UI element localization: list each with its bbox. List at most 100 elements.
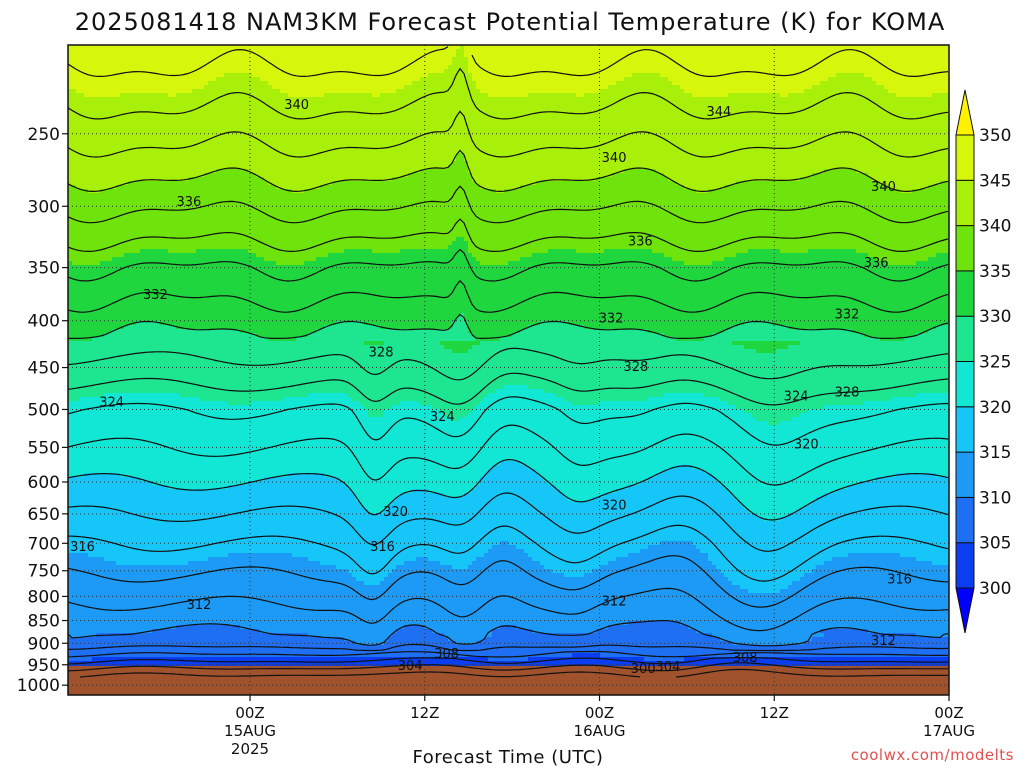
y-tick-label: 300 — [28, 197, 60, 217]
colorbar-label: 345 — [979, 171, 1011, 191]
y-tick-label: 500 — [28, 400, 60, 420]
x-tick-label: 12Z — [410, 704, 439, 722]
contour-label: 316 — [885, 571, 913, 588]
x-tick-label: 00Z — [585, 704, 614, 722]
y-tick-label: 350 — [28, 259, 60, 279]
y-tick-label: 1000 — [17, 676, 60, 696]
colorbar-cap-top — [956, 90, 974, 135]
contour-label: 332 — [833, 306, 861, 323]
contour-label-text: 332 — [599, 312, 624, 327]
contour-label: 336 — [626, 233, 654, 250]
colorbar-swatch — [956, 407, 974, 452]
colorbar-label: 305 — [979, 534, 1011, 554]
contour-label-text: 312 — [871, 634, 896, 649]
contour-label-text: 340 — [284, 98, 309, 113]
contour-label: 316 — [69, 538, 97, 555]
contour-label-text: 316 — [887, 573, 912, 588]
cross-section-chart: 2025081418 NAM3KM Forecast Potential Tem… — [0, 0, 1024, 768]
colorbar-label: 310 — [979, 488, 1011, 508]
contour-label: 304 — [654, 658, 682, 675]
colorbar-swatch — [956, 271, 974, 316]
contour-label: 320 — [382, 503, 410, 520]
x-tick-label: 16AUG — [574, 722, 626, 740]
contour-label-text: 308 — [434, 647, 459, 662]
contour-label: 336 — [175, 193, 203, 210]
contour-label: 344 — [705, 103, 733, 120]
y-tick-label: 750 — [28, 562, 60, 582]
contour-label: 340 — [283, 96, 311, 113]
contour-label-text: 324 — [430, 410, 455, 425]
contour-label-text: 340 — [602, 151, 627, 166]
contour-label: 332 — [597, 310, 625, 327]
y-tick-label: 650 — [28, 505, 60, 525]
contour-label-text: 308 — [733, 651, 758, 666]
y-tick-label: 800 — [28, 587, 60, 607]
colorbar-swatch — [956, 180, 974, 225]
y-tick-label: 600 — [28, 473, 60, 493]
contour-label: 332 — [141, 286, 169, 303]
contour-label-text: 336 — [628, 235, 653, 250]
contour-label-text: 312 — [187, 598, 212, 613]
contour-label: 324 — [98, 393, 126, 410]
y-tick-label: 550 — [28, 438, 60, 458]
colorbar-label: 300 — [979, 579, 1011, 599]
chart-title: 2025081418 NAM3KM Forecast Potential Tem… — [75, 8, 946, 36]
contour-label-text: 316 — [370, 540, 395, 555]
contour-label-text: 344 — [707, 105, 732, 120]
contour-label: 312 — [185, 596, 213, 613]
x-axis-label: Forecast Time (UTC) — [413, 747, 604, 768]
colorbar-swatch — [956, 543, 974, 588]
y-tick-label: 950 — [28, 656, 60, 676]
contour-label: 328 — [833, 384, 861, 401]
y-tick-label: 450 — [28, 359, 60, 379]
contour-label: 320 — [600, 497, 628, 514]
colorbar-label: 315 — [979, 443, 1011, 463]
contour-label-text: 324 — [99, 395, 124, 410]
contour-label: 312 — [869, 632, 897, 649]
contour-label-text: 328 — [369, 345, 394, 360]
contour-label-text: 336 — [864, 256, 889, 271]
contour-label-text: 320 — [383, 505, 408, 520]
contour-label: 308 — [433, 645, 461, 662]
y-tick-label: 250 — [28, 125, 60, 145]
colorbar-label: 340 — [979, 217, 1011, 237]
colorbar-swatch — [956, 497, 974, 542]
colorbar-swatch — [956, 316, 974, 361]
contour-label-text: 340 — [871, 180, 896, 195]
colorbar-label: 320 — [979, 398, 1011, 418]
contour-label-text: 324 — [784, 390, 809, 405]
contour-label: 328 — [367, 343, 395, 360]
contour-label: 308 — [731, 649, 759, 666]
contour-label-text: 312 — [602, 594, 627, 609]
contour-label-text: 336 — [176, 195, 201, 210]
y-tick-label: 400 — [28, 312, 60, 332]
y-tick-label: 700 — [28, 534, 60, 554]
credit-text: coolwx.com/modelts — [851, 746, 1014, 764]
x-tick-label: 17AUG — [923, 722, 975, 740]
contour-label: 336 — [862, 254, 890, 271]
colorbar-cap-bottom — [956, 588, 974, 633]
y-tick-label: 900 — [28, 634, 60, 654]
colorbar-label: 330 — [979, 307, 1011, 327]
contour-label-text: 304 — [656, 660, 681, 675]
contour-label: 300 — [629, 660, 657, 677]
colorbar-swatch — [956, 452, 974, 497]
contour-label-text: 320 — [602, 499, 627, 514]
colorbar-swatch — [956, 135, 974, 180]
x-tick-label: 15AUG — [224, 722, 276, 740]
x-tick-label: 2025 — [231, 740, 269, 758]
contour-label: 324 — [782, 388, 810, 405]
colorbar-label: 350 — [979, 126, 1011, 146]
contour-label-text: 300 — [631, 662, 656, 677]
contour-label-text: 320 — [794, 438, 819, 453]
contour-label-text: 328 — [624, 360, 649, 375]
colorbar-swatch — [956, 226, 974, 271]
contour-label-text: 316 — [70, 540, 95, 555]
colorbar-label: 325 — [979, 353, 1011, 373]
contour-label: 316 — [369, 538, 397, 555]
contour-label: 304 — [396, 657, 424, 674]
x-tick-label: 00Z — [934, 704, 963, 722]
y-tick-label: 850 — [28, 612, 60, 632]
contour-label: 320 — [792, 436, 820, 453]
